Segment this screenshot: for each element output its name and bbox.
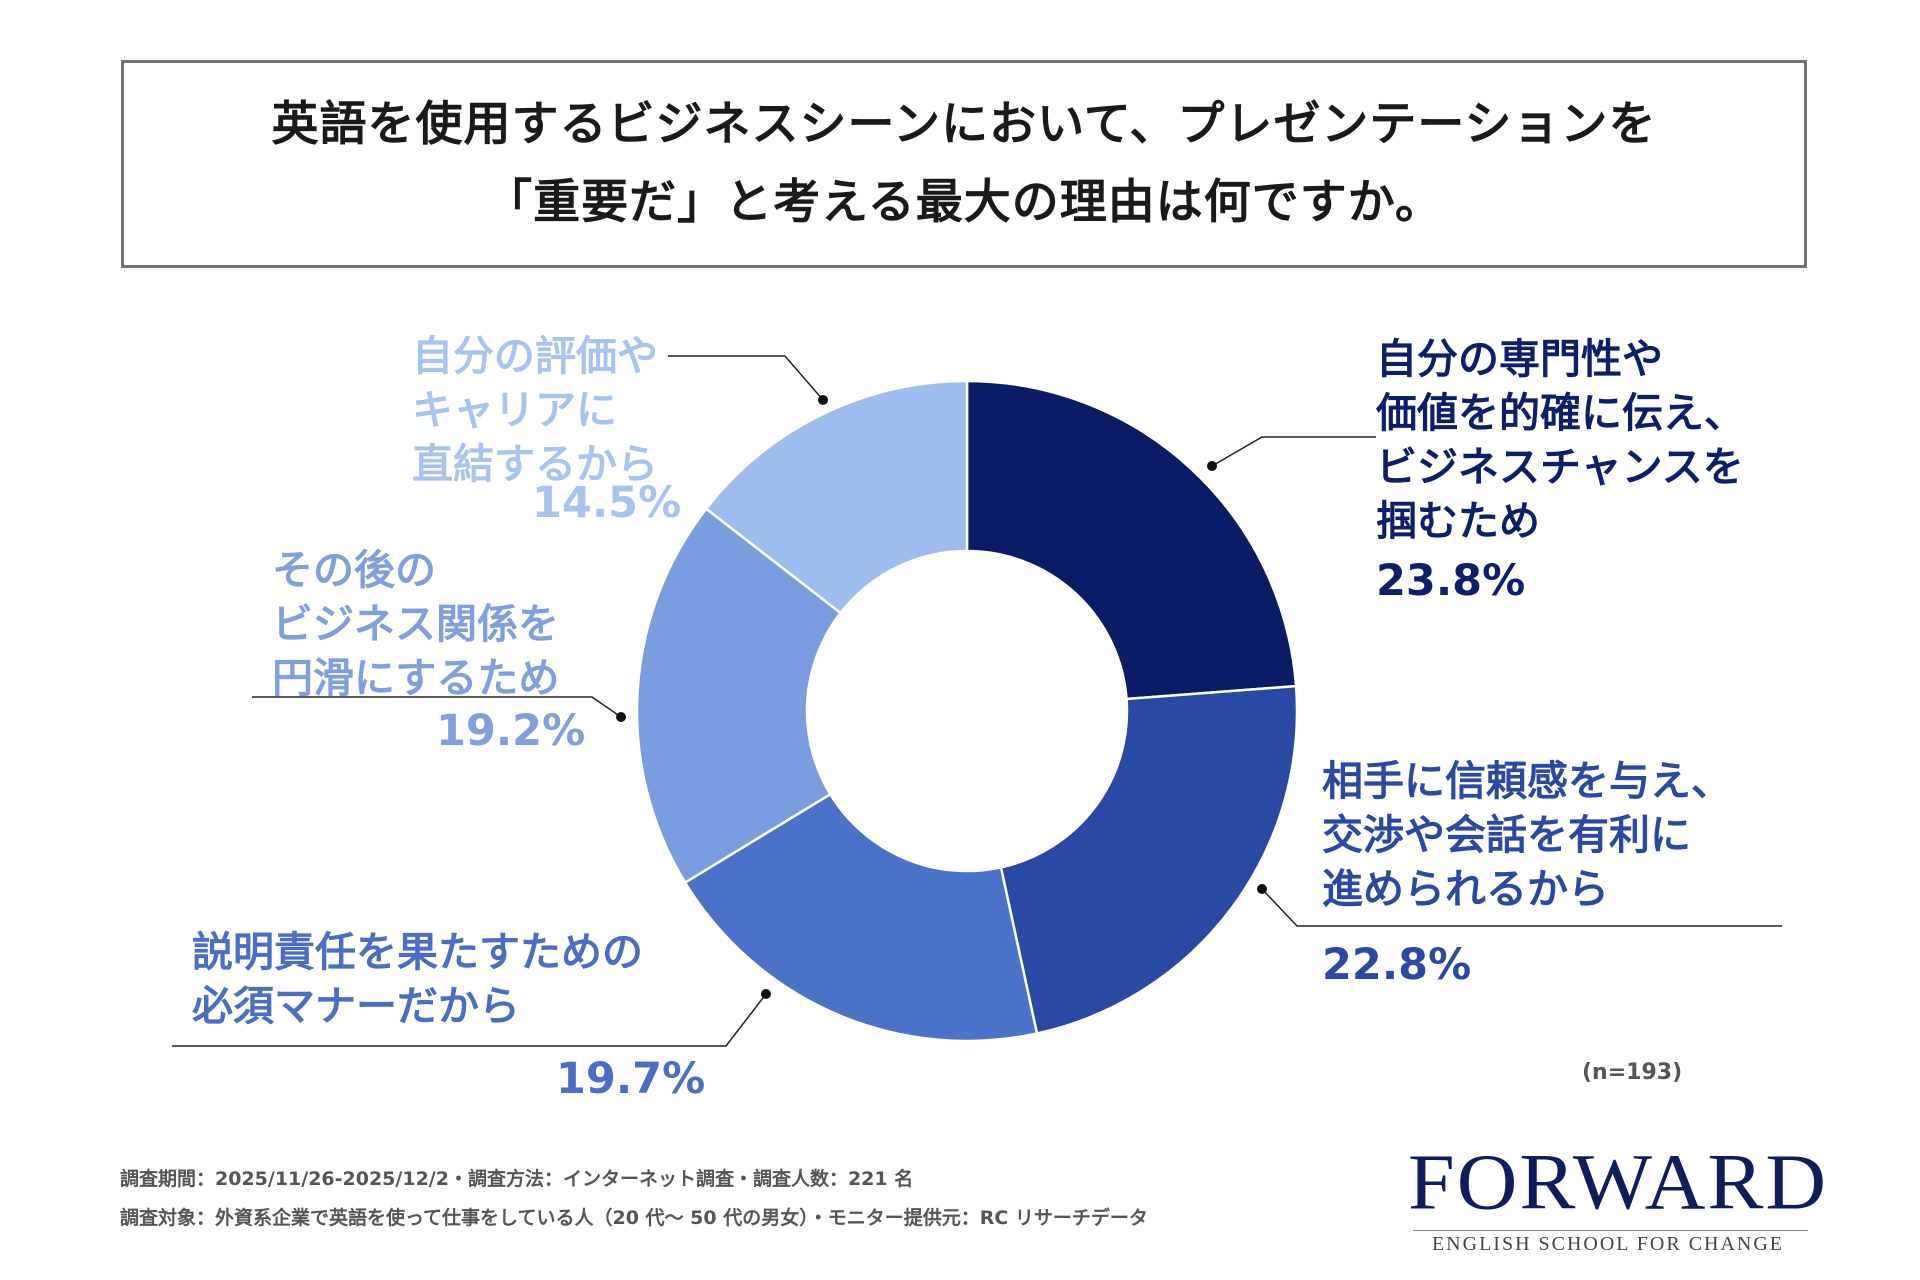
slice-value-3: 19.2% — [436, 706, 586, 756]
footnote-line-1: 調査期間：2025/11/26-2025/12/2・調査方法：インターネット調査… — [120, 1168, 914, 1190]
slice-label-2: 説明責任を果たすための 必須マナーだから — [192, 925, 643, 1033]
donut-slice-0 — [965, 379, 1298, 701]
slice-label-0-line-1: 価値を的確に伝え、 — [1376, 389, 1745, 437]
slice-label-0-line-0: 自分の専門性や — [1376, 335, 1663, 383]
chart-title-line-1: 英語を使用するビジネスシーンにおいて、プレゼンテーションを — [271, 97, 1657, 152]
slice-label-2-line-0: 説明責任を果たすための — [192, 928, 643, 976]
slice-label-3-line-0: その後の — [272, 546, 436, 594]
slice-label-3: その後の ビジネス関係を 円滑にするため — [272, 543, 559, 705]
donut-slices — [635, 379, 1299, 1043]
title-box: 英語を使用するビジネスシーンにおいて、プレゼンテーションを 「重要だ」と考える最… — [121, 60, 1807, 268]
slice-label-2-line-1: 必須マナーだから — [192, 982, 520, 1030]
slice-label-0-line-3: 掴むため — [1376, 497, 1540, 545]
slice-label-3-line-1: ビジネス関係を — [272, 600, 559, 648]
logo-tagline: ENGLISH SCHOOL FOR CHANGE — [1431, 1233, 1785, 1255]
slice-label-1-line-1: 交渉や会話を有利に — [1322, 811, 1691, 859]
slice-value-4: 14.5% — [532, 478, 682, 528]
slice-label-1-line-0: 相手に信頼感を与え、 — [1322, 757, 1732, 805]
donut-slice-2 — [683, 792, 1039, 1043]
slice-value-0: 23.8% — [1376, 556, 1526, 606]
donut-slice-3 — [635, 506, 843, 885]
slice-value-2: 19.7% — [556, 1054, 706, 1104]
slice-value-1: 22.8% — [1322, 940, 1472, 990]
slice-label-4: 自分の評価や キャリアに 直結するから — [412, 329, 658, 491]
leader-dot-2 — [761, 989, 771, 999]
slice-label-0-line-2: ビジネスチャンスを — [1376, 443, 1744, 491]
leader-line-4 — [668, 355, 824, 401]
logo-divider — [1413, 1230, 1808, 1231]
slice-label-4-line-2: 直結するから — [412, 440, 658, 488]
footnote-line-2: 調査対象：外資系企業で英語を使って仕事をしている人（20 代～ 50 代の男女）… — [120, 1207, 1148, 1229]
slice-label-3-line-2: 円滑にするため — [272, 654, 560, 702]
leader-line-1 — [1261, 888, 1782, 927]
chart-title-line-2: 「重要だ」と考える最大の理由は何ですか。 — [485, 175, 1443, 230]
leader-dot-1 — [1257, 884, 1267, 894]
leader-dot-3 — [616, 712, 626, 722]
slice-label-0: 自分の専門性や 価値を的確に伝え、 ビジネスチャンスを 掴むため — [1376, 332, 1745, 548]
donut-slice-4 — [704, 379, 969, 615]
slice-label-4-line-1: キャリアに — [412, 386, 617, 434]
leader-line-0 — [1211, 436, 1376, 467]
slice-label-4-line-0: 自分の評価や — [412, 332, 658, 380]
donut-slice-1 — [999, 684, 1299, 1035]
leader-line-2 — [172, 993, 767, 1047]
slice-label-1-line-2: 進められるから — [1322, 865, 1609, 913]
leader-dot-0 — [1207, 461, 1217, 471]
forward-logo: FORWARD — [1408, 1138, 1829, 1227]
leader-line-3 — [252, 696, 622, 718]
slice-label-1: 相手に信頼感を与え、 交渉や会話を有利に 進められるから — [1322, 754, 1732, 916]
leader-dot-4 — [818, 395, 828, 405]
sample-size: (n=193) — [1582, 1060, 1683, 1085]
leader-lines — [172, 355, 1782, 1047]
